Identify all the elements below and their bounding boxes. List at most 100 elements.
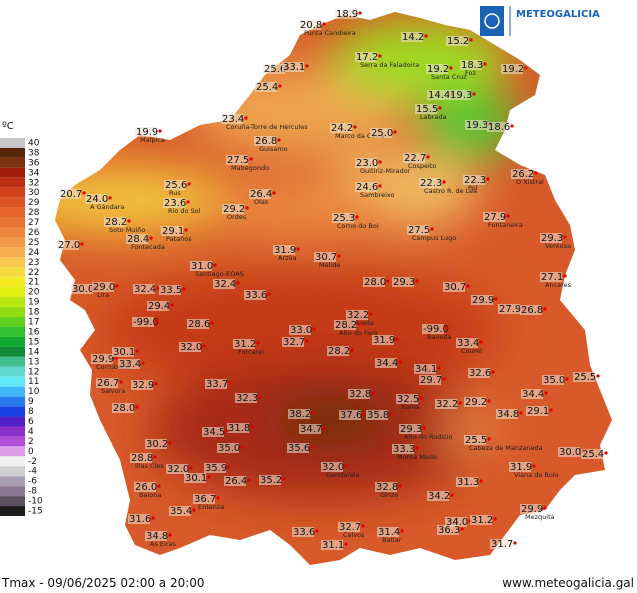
station-name: Xares — [401, 403, 420, 411]
station-label-bg — [414, 364, 436, 374]
station: 26.8 — [520, 305, 547, 316]
station-label-bg — [521, 389, 543, 399]
station-dot — [186, 200, 190, 204]
station-label-bg — [96, 378, 118, 388]
station-dot — [430, 227, 434, 231]
station-value: 19.3 — [450, 90, 472, 101]
station-value: 24.0 — [86, 194, 108, 205]
station: 34.8As Eiras — [145, 531, 176, 548]
station-label-bg — [112, 403, 134, 413]
station-value: 32.2 — [436, 399, 458, 410]
station-dot — [256, 341, 260, 345]
station-dot — [400, 529, 404, 533]
station: 31.2 — [470, 515, 497, 526]
station-name: Fontaneira — [488, 221, 523, 229]
legend-label: 26 — [28, 228, 40, 238]
station-dot — [437, 366, 441, 370]
station-dot — [149, 236, 153, 240]
station-label-bg — [435, 399, 457, 409]
station-label-bg — [520, 504, 542, 514]
station-value: 26.4 — [250, 189, 272, 200]
station-label-bg — [392, 277, 414, 287]
legend-label: 17 — [28, 318, 39, 328]
station: 18.6 — [487, 122, 514, 133]
station-value: 27.9 — [484, 212, 506, 223]
station-value: 29.7 — [420, 375, 442, 386]
station-dot — [168, 533, 172, 537]
station-dot — [244, 116, 248, 120]
station-value: 35.6 — [288, 443, 310, 454]
station-value: 32.4 — [134, 284, 156, 295]
station-value: 32.9 — [132, 380, 154, 391]
station-name: Soto Muiño — [109, 226, 145, 234]
legend-label: -2 — [28, 457, 37, 467]
station-label-bg — [112, 347, 134, 357]
station-value: 30.7 — [315, 252, 337, 263]
station: 31.1 — [321, 540, 348, 551]
station-dot — [398, 360, 402, 364]
station-label-bg — [59, 189, 81, 199]
station-value: 33.1 — [283, 62, 305, 73]
station-label-bg — [147, 301, 169, 311]
station-name: Calvos — [343, 531, 365, 539]
station: 25.4 — [255, 82, 282, 93]
station-label-bg — [126, 234, 148, 244]
station-value: 34.7 — [300, 424, 322, 435]
station-name: Santiago-EOAS — [195, 270, 244, 278]
station: 30.0 — [558, 447, 585, 458]
station-value: 32.7 — [283, 337, 305, 348]
legend-swatch — [0, 416, 25, 427]
legend-label: -6 — [28, 477, 37, 487]
station-label-bg — [184, 473, 206, 483]
station-dot — [513, 541, 517, 545]
legend-label: 15 — [28, 337, 39, 347]
legend-label: 30 — [28, 188, 40, 198]
station-value: 20.8 — [300, 20, 322, 31]
station-value: 26.2 — [512, 169, 534, 180]
station-name: Rus — [169, 189, 181, 197]
station: 28.0 — [363, 277, 390, 288]
legend-swatch — [0, 257, 25, 268]
station-value: 31.2 — [471, 515, 493, 526]
station-dot — [322, 22, 326, 26]
station-value: 28.0 — [364, 277, 386, 288]
station-label-bg — [463, 175, 485, 185]
station-dot — [398, 484, 402, 488]
station-label-bg — [204, 463, 226, 473]
legend-swatch — [0, 297, 25, 308]
station-value: 32.3 — [236, 393, 258, 404]
station-dot — [543, 307, 547, 311]
station-value: 15.5 — [416, 104, 438, 115]
station-dot — [442, 180, 446, 184]
station-label-bg — [375, 482, 397, 492]
station-label-bg — [57, 240, 79, 250]
station-name: Punta Candieira — [304, 29, 356, 37]
station-label-bg — [131, 380, 153, 390]
legend-label: 29 — [28, 198, 40, 208]
station-label-bg — [403, 153, 425, 163]
station-dot — [277, 138, 281, 142]
station-label-bg — [407, 225, 429, 235]
station-value: 31.9 — [510, 462, 532, 473]
station-value: 32.2 — [347, 310, 369, 321]
station-value: 28.2 — [105, 217, 127, 228]
station-dot — [486, 177, 490, 181]
station-dot — [371, 391, 375, 395]
station: 33.5 — [159, 285, 186, 296]
station: 35.6 — [287, 443, 314, 454]
station-value: 27.1 — [541, 272, 563, 283]
legend-swatch — [0, 346, 25, 357]
station-label-bg — [71, 284, 93, 294]
station-label-bg — [501, 64, 523, 74]
station-label-bg — [370, 128, 392, 138]
station-label-bg — [235, 393, 257, 403]
station-label-bg — [249, 189, 271, 199]
station-name: Salvora — [101, 387, 125, 395]
station-value: 37.6 — [340, 410, 362, 421]
